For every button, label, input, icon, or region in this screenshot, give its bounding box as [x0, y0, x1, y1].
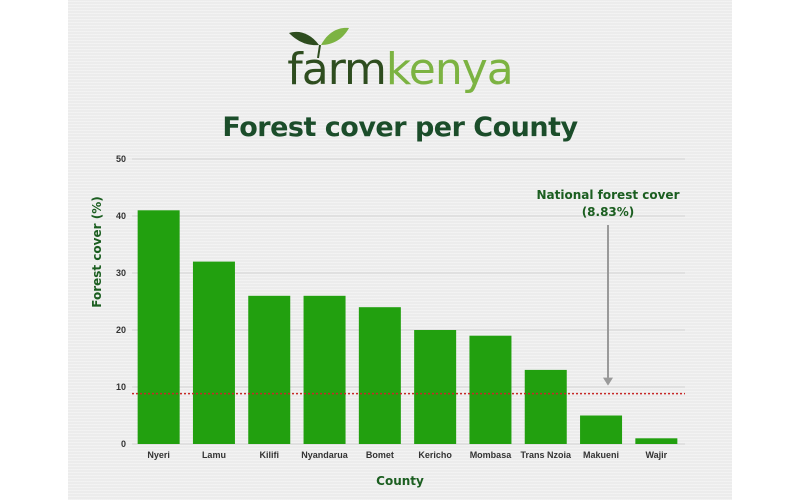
x-tick-label: Wajir: [646, 450, 668, 460]
x-tick-label: Makueni: [583, 450, 619, 460]
bar: [414, 330, 457, 444]
y-tick-label: 40: [116, 211, 126, 221]
bar: [358, 307, 401, 444]
bar: [248, 295, 291, 444]
bars: [137, 210, 678, 444]
y-axis-title: Forest cover (%): [90, 196, 104, 307]
brand-name-farm: farm: [287, 44, 386, 95]
x-tick-label: Kilifi: [260, 450, 280, 460]
brand-name-kenya: kenya: [386, 44, 513, 95]
y-tick-labels: 0 10 20 30 40 50: [116, 154, 126, 449]
bar: [137, 210, 180, 444]
annotation-label-line2: (8.83%): [582, 205, 635, 219]
x-tick-labels: Nyeri Lamu Kilifi Nyandarua Bomet Kericho Momb…: [147, 450, 667, 460]
bar: [192, 261, 235, 444]
bar: [524, 369, 567, 444]
svg-text:farmkenya: farmkenya: [287, 44, 513, 95]
farmkenya-logo: farmkenya: [287, 27, 514, 95]
bar: [635, 438, 678, 444]
x-tick-label: Nyeri: [147, 450, 170, 460]
x-tick-label: Trans Nzoia: [520, 450, 572, 460]
bar: [469, 335, 512, 444]
x-tick-label: Lamu: [202, 450, 226, 460]
y-tick-label: 0: [121, 439, 126, 449]
y-tick-label: 50: [116, 154, 126, 164]
x-tick-label: Mombasa: [470, 450, 513, 460]
x-tick-label: Bomet: [366, 450, 394, 460]
annotation-arrow: [603, 225, 613, 386]
y-tick-label: 20: [116, 325, 126, 335]
y-tick-label: 10: [116, 382, 126, 392]
leaf-icon: [289, 27, 349, 59]
x-tick-label: Kericho: [418, 450, 452, 460]
bar: [303, 295, 346, 444]
annotation-label-line1: National forest cover: [537, 188, 680, 202]
bar: [580, 415, 623, 444]
chart-title: Forest cover per County: [222, 112, 578, 143]
x-axis-title: County: [376, 474, 424, 488]
x-tick-label: Nyandarua: [301, 450, 349, 460]
y-tick-label: 30: [116, 268, 126, 278]
